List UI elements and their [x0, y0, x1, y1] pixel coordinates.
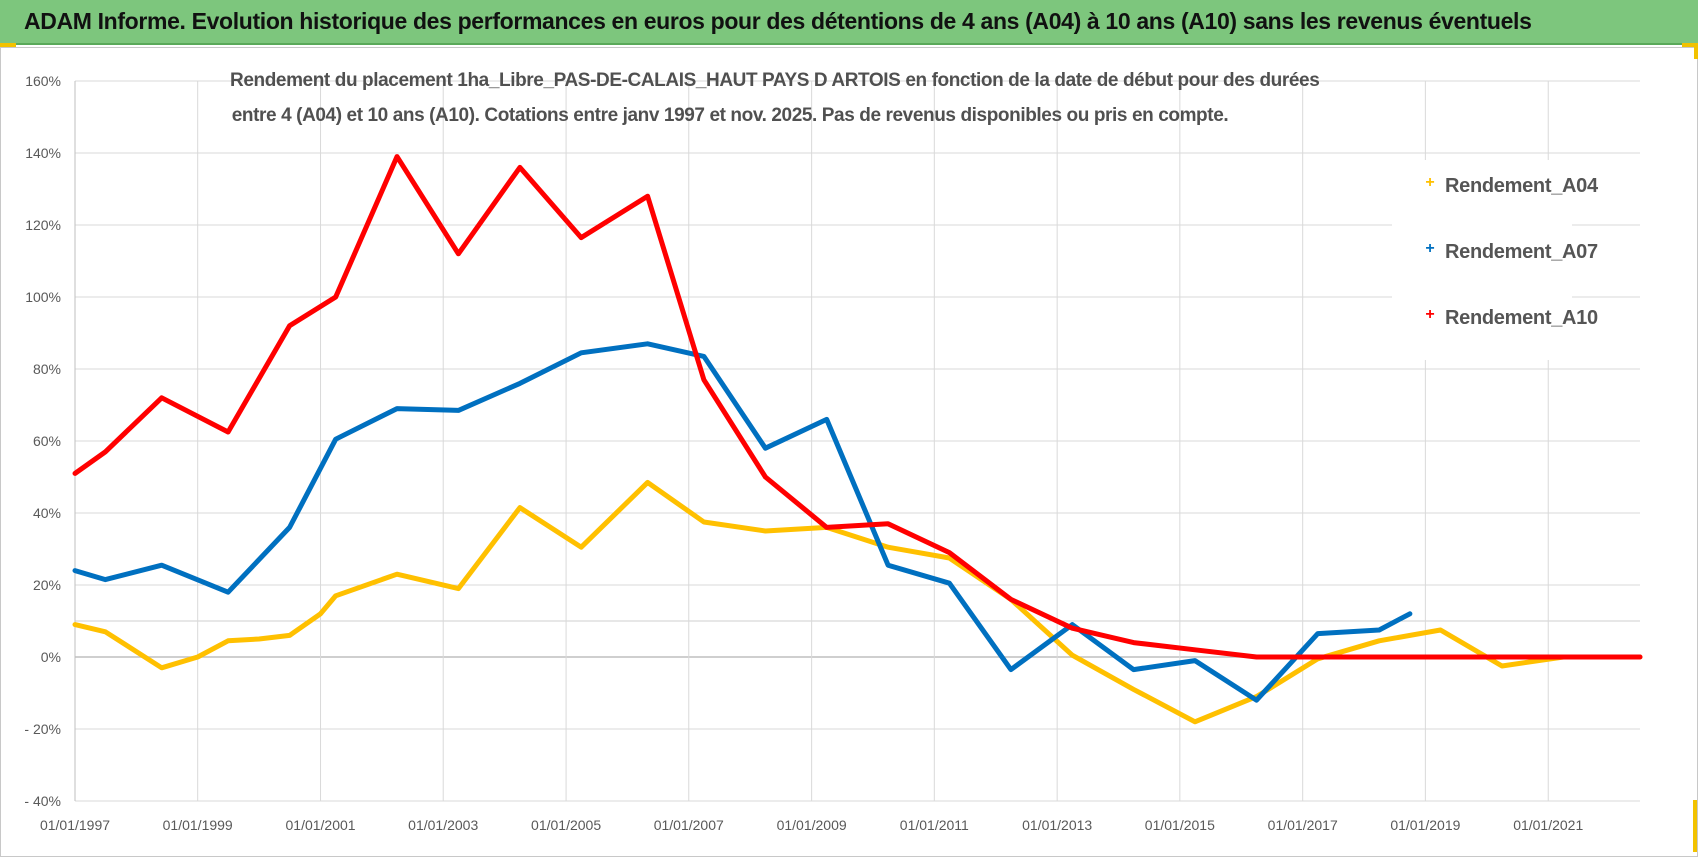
series-line-rendement-a07 — [72, 341, 1413, 703]
legend-marker: + — [1425, 306, 1434, 323]
legend-label: Rendement_A07 — [1445, 241, 1598, 263]
series-line-rendement-a10 — [72, 154, 1643, 660]
y-tick-label: 80% — [33, 361, 61, 377]
x-tick-label: 01/01/2007 — [654, 817, 724, 833]
y-tick-label: 160% — [25, 73, 61, 89]
legend-label: Rendement_A04 — [1445, 175, 1599, 197]
y-tick-label: 20% — [33, 577, 61, 593]
legend-label: Rendement_A10 — [1445, 307, 1598, 329]
y-tick-label: 140% — [25, 145, 61, 161]
tick-layer: 160% 140% 120% 100% 80% 60% 40% 20% 0% - 20% - 40%… — [24, 73, 1583, 833]
chart-title-line1: Rendement du placement 1ha_Libre_PAS-DE-… — [230, 70, 1320, 91]
legend-marker: + — [1425, 174, 1434, 191]
x-tick-label: 01/01/2005 — [531, 817, 601, 833]
corner-mark-top-right — [1682, 43, 1698, 47]
chart-title-line2: entre 4 (A04) et 10 ans (A10). Cotations… — [231, 105, 1229, 126]
y-tick-label: 100% — [25, 289, 61, 305]
corner-mark-top-left — [0, 43, 16, 47]
x-tick-label: 01/01/2003 — [408, 817, 478, 833]
corner-mark-top-right-v — [1694, 43, 1698, 59]
y-tick-label: 120% — [25, 217, 61, 233]
x-tick-label: 01/01/1999 — [163, 817, 233, 833]
x-tick-label: 01/01/2019 — [1390, 817, 1460, 833]
header-banner: ADAM Informe. Evolution historique des p… — [0, 0, 1698, 45]
x-tick-label: 01/01/2021 — [1513, 817, 1583, 833]
series-line-rendement-a04 — [72, 479, 1643, 725]
y-tick-label: - 20% — [24, 721, 61, 737]
x-tick-label: 01/01/2011 — [900, 817, 969, 833]
y-tick-label: 0% — [41, 649, 61, 665]
series-layer — [72, 154, 1643, 725]
corner-mark-bottom-right — [1693, 800, 1697, 852]
legend: + Rendement_A04 + Rendement_A07 + Rendement_A… — [1392, 160, 1599, 360]
x-tick-label: 01/01/2013 — [1022, 817, 1092, 833]
x-tick-label: 01/01/2001 — [286, 817, 356, 833]
grid-layer — [74, 80, 1640, 802]
x-tick-label: 01/01/2017 — [1268, 817, 1338, 833]
x-tick-label: 01/01/2015 — [1145, 817, 1215, 833]
y-tick-label: 40% — [33, 505, 61, 521]
y-tick-label: 60% — [33, 433, 61, 449]
legend-background — [1392, 160, 1572, 360]
y-tick-label: - 40% — [24, 793, 61, 809]
page-title: ADAM Informe. Evolution historique des p… — [24, 8, 1532, 34]
x-tick-label: 01/01/1997 — [40, 817, 110, 833]
legend-marker: + — [1425, 240, 1434, 257]
x-tick-label: 01/01/2009 — [777, 817, 847, 833]
